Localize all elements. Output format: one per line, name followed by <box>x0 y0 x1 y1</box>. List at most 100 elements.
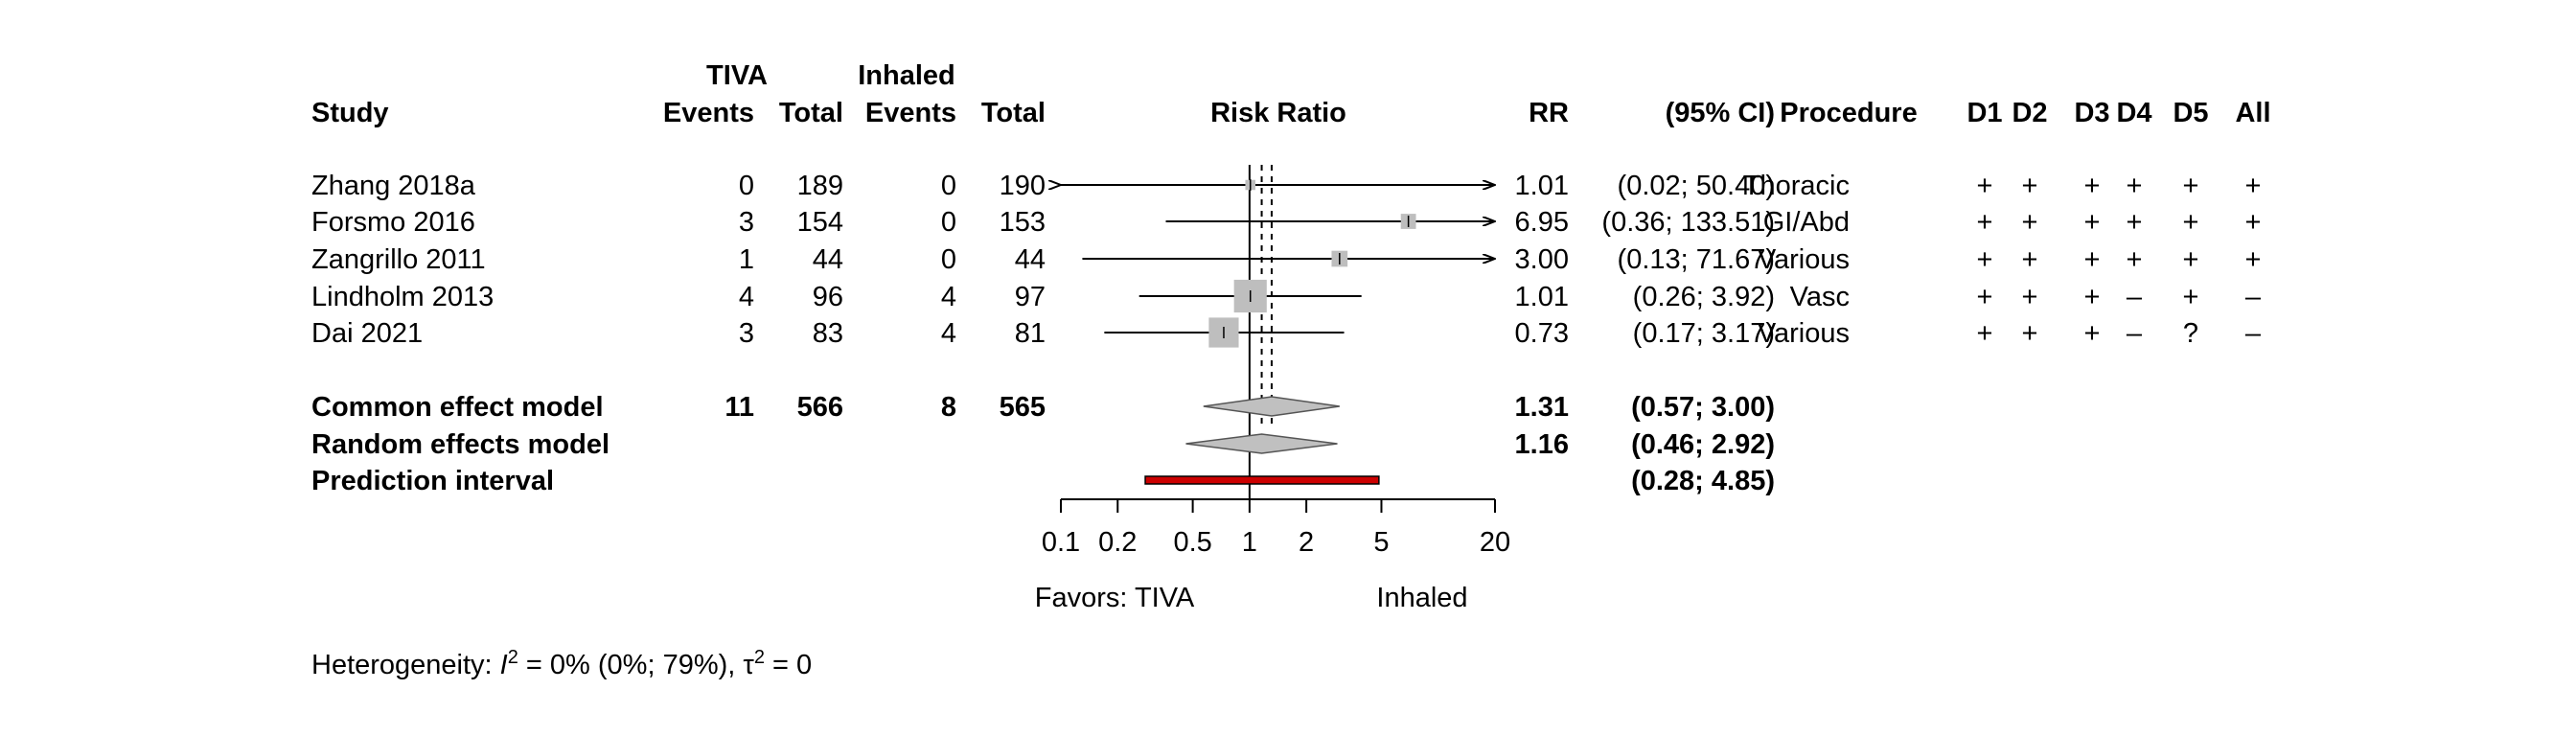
common-effect-diamond <box>1203 396 1340 417</box>
risk-of-bias-d1: + <box>1977 318 1993 349</box>
favors-left-label: Favors: TIVA <box>1035 583 1195 613</box>
study-name: Zangrillo 2011 <box>311 244 486 275</box>
random-effects-label: Random effects model <box>311 429 610 460</box>
header-events-inhaled: Events <box>865 98 956 128</box>
total-inhaled: 153 <box>1000 207 1046 238</box>
study-name: Lindholm 2013 <box>311 282 494 312</box>
total-tiva: 96 <box>813 282 843 312</box>
rr-value: 1.01 <box>1515 171 1569 201</box>
risk-of-bias-all: + <box>2245 171 2262 201</box>
prediction-interval-label: Prediction interval <box>311 466 554 496</box>
common-total-inhaled: 565 <box>1000 392 1046 423</box>
total-inhaled: 97 <box>1015 282 1046 312</box>
common-effect-label: Common effect model <box>311 392 604 423</box>
risk-of-bias-d3: + <box>2084 244 2101 275</box>
header-domain-d3: D3 <box>2074 98 2109 128</box>
header-ci: (95% CI) <box>1666 98 1775 128</box>
study-row: Zangrillo 2011 1 44 0 44 3.00 (0.13; 71.67)Var… <box>311 244 2261 275</box>
events-inhaled: 0 <box>941 207 956 238</box>
favors-right-label: Inhaled <box>1376 583 1467 613</box>
common-rr-value: 1.31 <box>1515 392 1569 423</box>
axis-tick-label: 5 <box>1373 527 1389 558</box>
risk-of-bias-d5: + <box>2183 207 2199 238</box>
common-effect-row: Common effect model 11 566 8 565 1.31 (0.57; 3… <box>311 392 1775 423</box>
risk-of-bias-d3: + <box>2084 318 2101 349</box>
ci-value: (0.17; 3.17) <box>1633 318 1775 349</box>
risk-of-bias-d5: + <box>2183 244 2199 275</box>
study-name: Zhang 2018a <box>311 171 476 201</box>
study-name: Dai 2021 <box>311 318 423 349</box>
table-header: TIVA Inhaled Study Events Total Events T… <box>311 60 2271 128</box>
study-row: Lindholm 2013 4 96 4 97 1.01 (0.26; 3.92) Vasc +… <box>311 279 2262 313</box>
header-domain-d1: D1 <box>1966 98 2002 128</box>
total-inhaled: 44 <box>1015 244 1046 275</box>
risk-of-bias-d4: – <box>2127 318 2143 349</box>
header-total-tiva: Total <box>779 98 843 128</box>
ci-value: (0.36; 133.51) <box>1601 207 1775 238</box>
random-ci-value: (0.46; 2.92) <box>1631 429 1775 460</box>
events-inhaled: 0 <box>941 244 956 275</box>
header-events-tiva: Events <box>663 98 754 128</box>
events-inhaled: 4 <box>941 282 956 312</box>
risk-of-bias-d2: + <box>2022 207 2038 238</box>
random-effects-diamond <box>1185 433 1338 454</box>
risk-of-bias-all: – <box>2245 282 2262 312</box>
summary-rows: Common effect model 11 566 8 565 1.31 (0.57; 3… <box>311 392 1775 496</box>
events-tiva: 1 <box>739 244 754 275</box>
risk-of-bias-d4: + <box>2127 244 2143 275</box>
rr-value: 0.73 <box>1515 318 1569 349</box>
events-tiva: 3 <box>739 207 754 238</box>
x-axis: 0.1 0.2 0.5 1 2 5 20 <box>1042 498 1510 558</box>
events-inhaled: 0 <box>941 171 956 201</box>
risk-of-bias-d1: + <box>1977 282 1993 312</box>
header-study: Study <box>311 98 389 128</box>
total-inhaled: 81 <box>1015 318 1046 349</box>
axis-tick-label: 0.2 <box>1098 527 1137 558</box>
risk-of-bias-all: + <box>2245 244 2262 275</box>
common-total-tiva: 566 <box>797 392 843 423</box>
procedure-value: Vasc <box>1790 282 1850 312</box>
study-row: Zhang 2018a 0 189 0 190 1.01 (0.02; 50.40)Thor… <box>311 171 2261 201</box>
rr-value: 6.95 <box>1515 207 1569 238</box>
procedure-value: Various <box>1758 318 1850 349</box>
header-domain-d5: D5 <box>2173 98 2208 128</box>
events-tiva: 4 <box>739 282 754 312</box>
ci-value: (0.26; 3.92) <box>1633 282 1775 312</box>
header-rr: RR <box>1529 98 1569 128</box>
axis-tick-label: 1 <box>1242 527 1257 558</box>
header-domain-all: All <box>2235 98 2270 128</box>
risk-of-bias-all: + <box>2245 207 2262 238</box>
ci-value: (0.02; 50.40) <box>1618 171 1775 201</box>
total-tiva: 83 <box>813 318 843 349</box>
study-name: Forsmo 2016 <box>311 207 475 238</box>
risk-of-bias-d3: + <box>2084 282 2101 312</box>
total-tiva: 189 <box>797 171 843 201</box>
risk-of-bias-d5: ? <box>2183 318 2198 349</box>
risk-of-bias-d5: + <box>2183 171 2199 201</box>
risk-of-bias-d2: + <box>2022 282 2038 312</box>
ci-value: (0.13; 71.67) <box>1618 244 1775 275</box>
random-rr-value: 1.16 <box>1515 429 1569 460</box>
risk-of-bias-d1: + <box>1977 207 1993 238</box>
risk-of-bias-d5: + <box>2183 282 2199 312</box>
risk-of-bias-d4: – <box>2127 282 2143 312</box>
procedure-value: Various <box>1758 244 1850 275</box>
risk-of-bias-d1: + <box>1977 171 1993 201</box>
events-inhaled: 4 <box>941 318 956 349</box>
risk-of-bias-d2: + <box>2022 171 2038 201</box>
risk-of-bias-d3: + <box>2084 207 2101 238</box>
header-total-inhaled: Total <box>981 98 1046 128</box>
total-tiva: 44 <box>813 244 843 275</box>
study-row: Dai 2021 3 83 4 81 0.73 (0.17; 3.17)Various + + +… <box>311 317 2262 349</box>
study-row: Forsmo 2016 3 154 0 153 6.95 (0.36; 133.51)GI/… <box>311 207 2261 238</box>
header-group-tiva: TIVA <box>706 60 768 91</box>
procedure-value: Thoracic <box>1743 171 1850 201</box>
axis-tick-label: 2 <box>1299 527 1314 558</box>
header-procedure: Procedure <box>1780 98 1917 128</box>
risk-of-bias-d2: + <box>2022 318 2038 349</box>
risk-of-bias-d3: + <box>2084 171 2101 201</box>
axis-tick-label: 0.1 <box>1042 527 1080 558</box>
events-tiva: 0 <box>739 171 754 201</box>
risk-of-bias-d4: + <box>2127 207 2143 238</box>
procedure-value: GI/Abd <box>1763 207 1850 238</box>
